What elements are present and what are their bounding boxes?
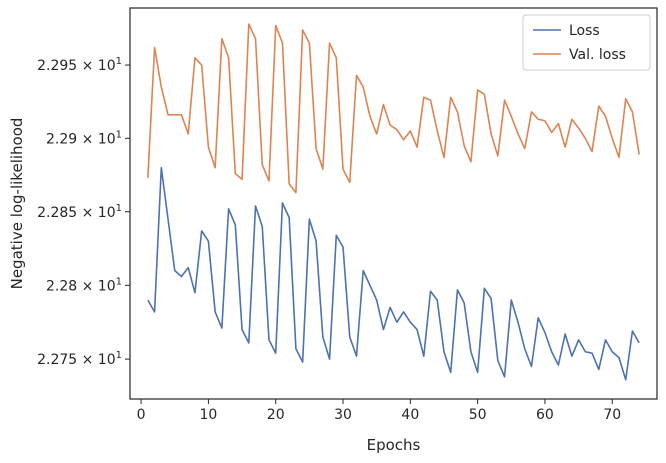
x-tick-label: 10 — [199, 407, 217, 423]
x-axis-label: Epochs — [367, 436, 421, 454]
series-line-loss — [147, 166, 640, 381]
legend-label-val-loss: Val. loss — [569, 47, 626, 63]
legend-box — [522, 14, 651, 71]
x-tick-label: 30 — [334, 407, 352, 423]
legend-label-loss: Loss — [569, 23, 600, 39]
plot-frame — [129, 7, 658, 400]
legend: Loss Val. loss — [522, 14, 651, 71]
y-tick-label: 2.285 × 101 — [37, 203, 122, 221]
x-tick-label: 40 — [401, 407, 419, 423]
y-tick-label: 2.295 × 101 — [37, 56, 122, 74]
y-tick-label: 2.29 × 101 — [46, 129, 122, 147]
x-tick-label: 0 — [137, 407, 146, 423]
plot-background — [130, 8, 657, 399]
y-axis-label: Negative log-likelihood — [8, 118, 26, 290]
series-line-val-loss — [147, 23, 640, 194]
x-tick-label: 20 — [267, 407, 285, 423]
x-tick-label: 60 — [536, 407, 554, 423]
y-tick-label: 2.28 × 101 — [46, 276, 122, 294]
x-tick-label: 70 — [603, 407, 621, 423]
y-tick-label: 2.275 × 101 — [37, 350, 122, 368]
x-tick-label: 50 — [469, 407, 487, 423]
